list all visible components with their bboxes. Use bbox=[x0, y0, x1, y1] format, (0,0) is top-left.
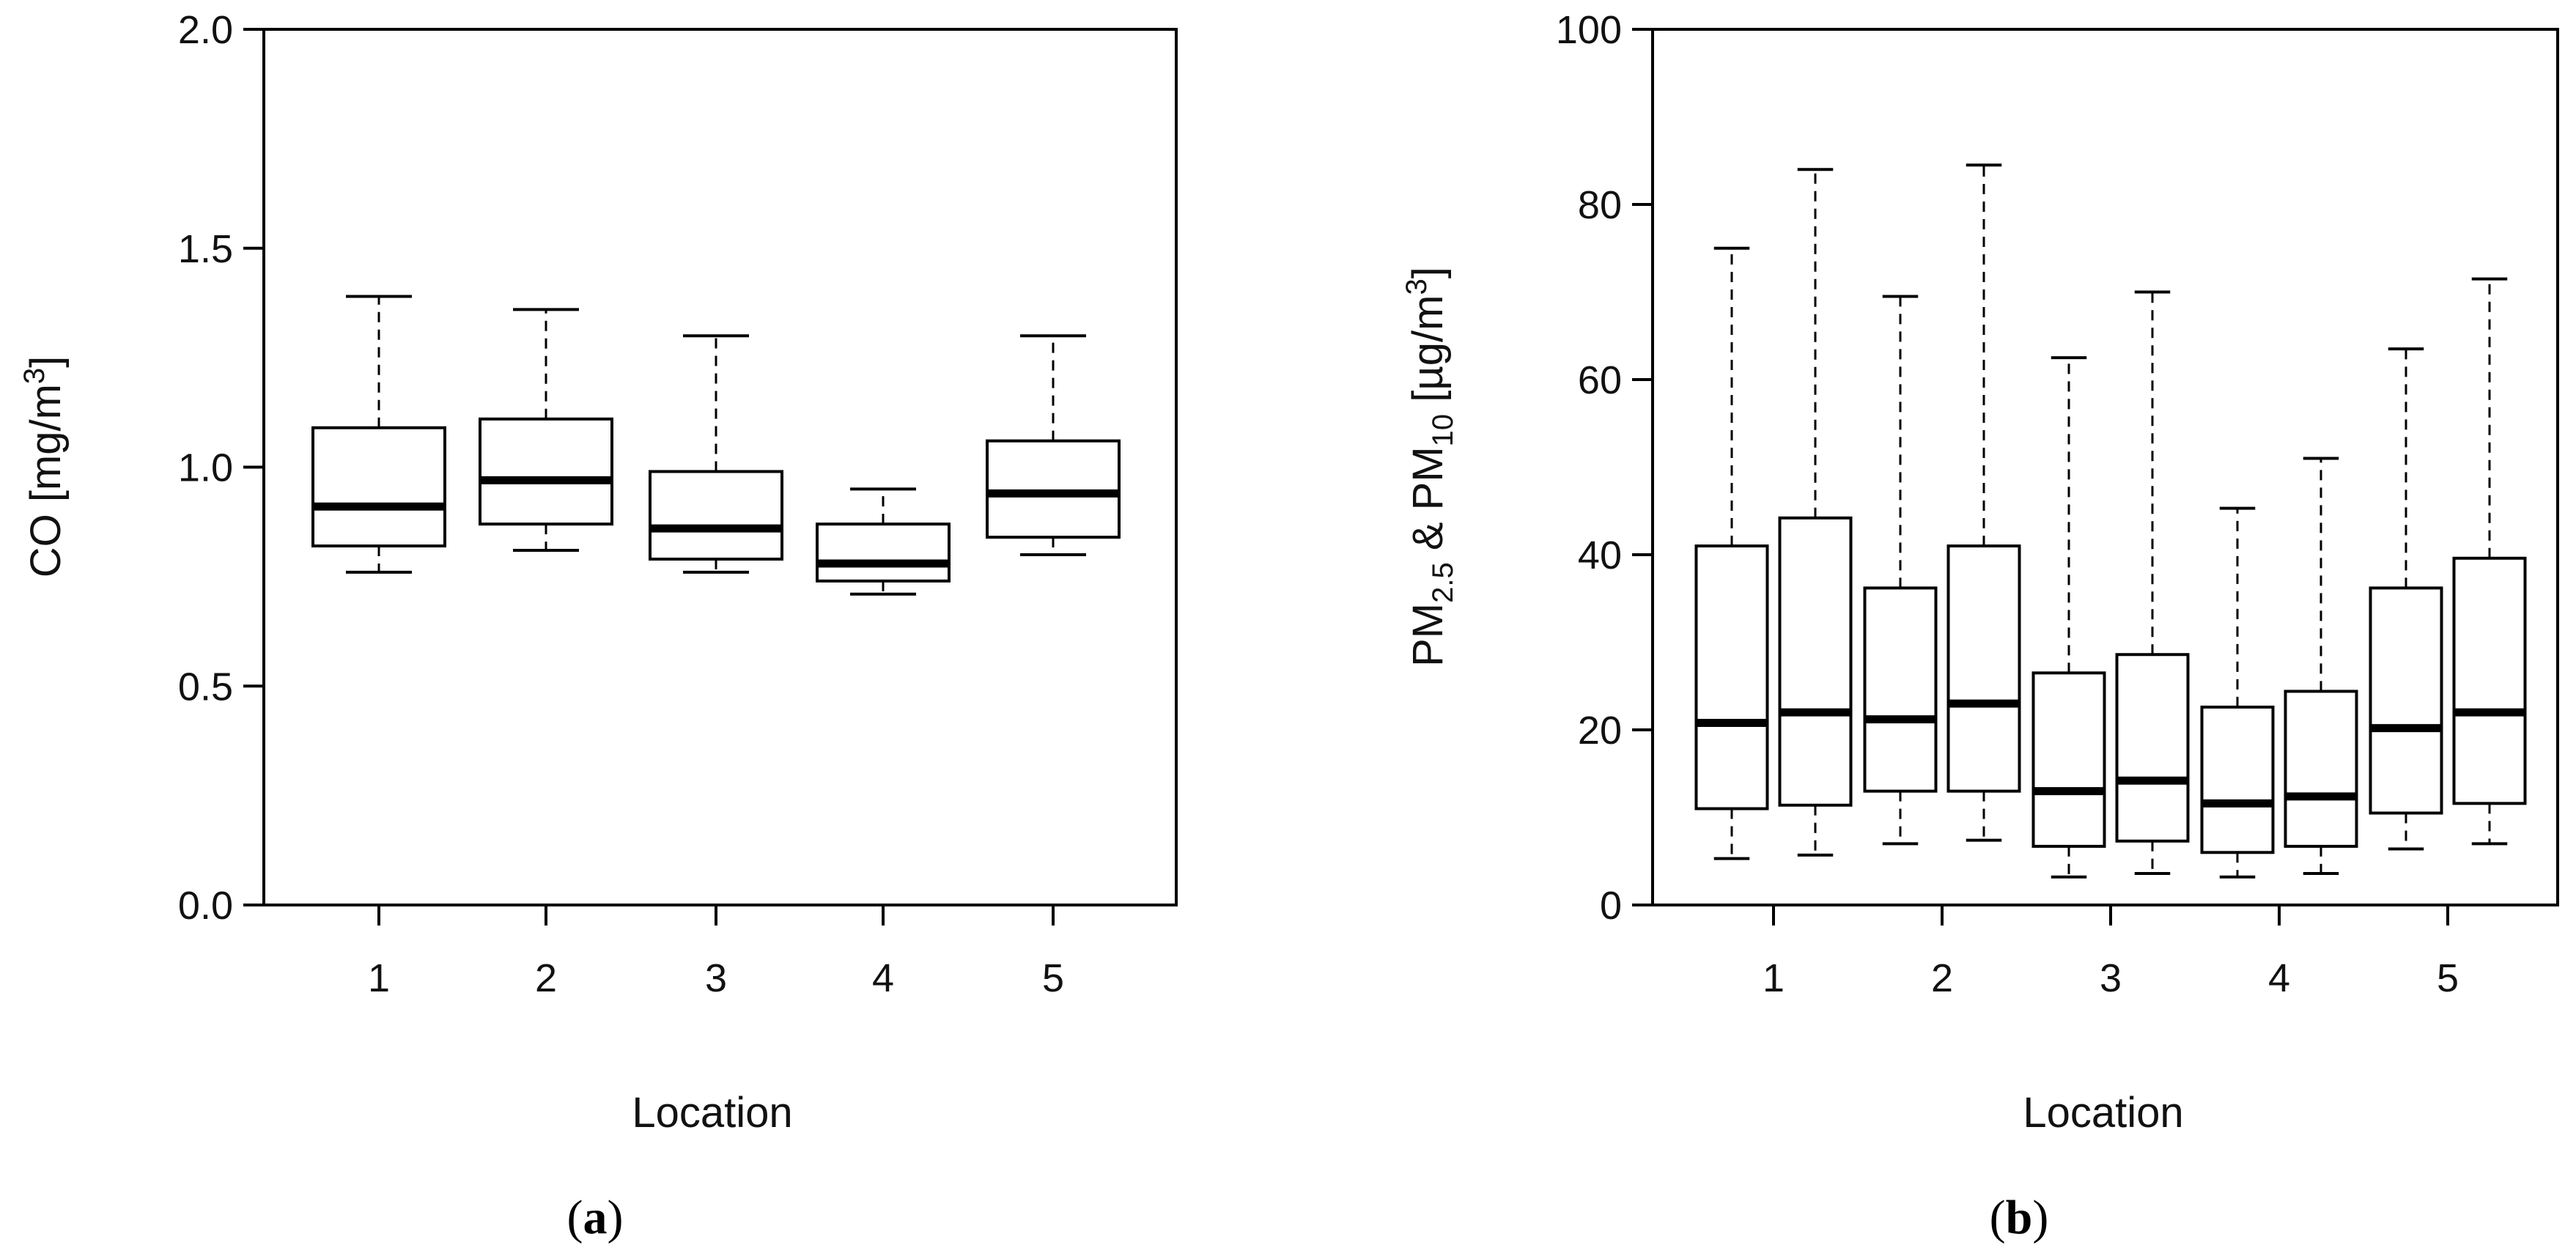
x-axis-b: 1 2 3 4 5 bbox=[1763, 905, 2459, 1000]
iqr-box bbox=[1778, 516, 1853, 807]
panel-a: 0.0 0.5 1.0 1.5 2.0 1 2 3 4 5 CO [mg/m3] Locatio… bbox=[18, 8, 1178, 1244]
y-axis-b: 0 20 40 60 80 100 bbox=[1556, 8, 1653, 928]
y-tick-label: 20 bbox=[1578, 709, 1622, 753]
x-tick-label: 4 bbox=[2268, 956, 2290, 1000]
x-tick-label: 1 bbox=[1763, 956, 1785, 1000]
box-loc-5 bbox=[986, 334, 1121, 556]
panel-label-b: (b) bbox=[1990, 1191, 2049, 1244]
box-loc-3 bbox=[649, 334, 783, 574]
x-tick-label: 5 bbox=[2437, 956, 2459, 1000]
iqr-box bbox=[2031, 671, 2106, 848]
y-axis-title-a: CO [mg/m3] bbox=[18, 356, 70, 578]
iqr-box bbox=[2115, 653, 2190, 843]
x-tick-label: 3 bbox=[705, 956, 727, 1000]
iqr-box bbox=[1946, 544, 2021, 793]
iqr-box bbox=[479, 417, 613, 526]
y-tick-label: 0 bbox=[1600, 884, 1622, 928]
y-tick-label: 40 bbox=[1578, 533, 1622, 577]
x-axis-a: 1 2 3 4 5 bbox=[368, 905, 1064, 1000]
box-loc-4 bbox=[816, 487, 951, 596]
box-loc-3-PM2.5 bbox=[2031, 356, 2106, 879]
iqr-box bbox=[311, 426, 446, 548]
y-tick-label: 0.5 bbox=[178, 665, 233, 709]
box-loc-3-PM10 bbox=[2115, 290, 2190, 875]
box-loc-4-PM10 bbox=[2284, 457, 2358, 875]
boxes-a bbox=[311, 295, 1121, 596]
y-tick-label: 80 bbox=[1578, 183, 1622, 227]
box-loc-1-PM10 bbox=[1778, 168, 1853, 857]
box-loc-1-PM2.5 bbox=[1694, 246, 1769, 860]
y-tick-label: 1.5 bbox=[178, 227, 233, 271]
y-tick-label: 1.0 bbox=[178, 446, 233, 490]
x-axis-title-a: Location bbox=[632, 1089, 792, 1137]
x-tick-label: 2 bbox=[1931, 956, 1953, 1000]
y-axis-a: 0.0 0.5 1.0 1.5 2.0 bbox=[178, 8, 264, 928]
box-loc-5-PM2.5 bbox=[2369, 347, 2443, 851]
box-loc-4-PM2.5 bbox=[2200, 506, 2275, 879]
iqr-box bbox=[649, 470, 783, 561]
y-tick-label: 2.0 bbox=[178, 8, 233, 52]
iqr-box bbox=[2452, 556, 2527, 805]
y-axis-title-b: PM2.5 & PM10 [µg/m3] bbox=[1400, 267, 1459, 667]
panel-label-a: (a) bbox=[567, 1191, 624, 1244]
iqr-box bbox=[816, 522, 951, 583]
y-tick-label: 100 bbox=[1556, 8, 1622, 52]
iqr-box bbox=[2369, 586, 2443, 815]
y-tick-label: 0.0 bbox=[178, 884, 233, 928]
iqr-box bbox=[1863, 586, 1938, 793]
x-tick-label: 2 bbox=[535, 956, 557, 1000]
iqr-box bbox=[2200, 705, 2275, 854]
x-tick-label: 4 bbox=[872, 956, 894, 1000]
box-loc-5-PM10 bbox=[2452, 277, 2527, 846]
iqr-box bbox=[1694, 544, 1769, 810]
box-loc-1 bbox=[311, 295, 446, 574]
y-tick-label: 60 bbox=[1578, 358, 1622, 402]
boxes-b bbox=[1694, 163, 2527, 879]
x-tick-label: 3 bbox=[2100, 956, 2122, 1000]
x-axis-title-b: Location bbox=[2023, 1089, 2183, 1137]
x-tick-label: 5 bbox=[1042, 956, 1064, 1000]
box-loc-2 bbox=[479, 308, 613, 553]
iqr-box bbox=[2284, 690, 2358, 848]
iqr-box bbox=[986, 439, 1121, 539]
x-tick-label: 1 bbox=[368, 956, 390, 1000]
box-loc-2-PM10 bbox=[1946, 163, 2021, 842]
plot-frame-b bbox=[1651, 28, 2559, 906]
box-loc-2-PM2.5 bbox=[1863, 295, 1938, 846]
